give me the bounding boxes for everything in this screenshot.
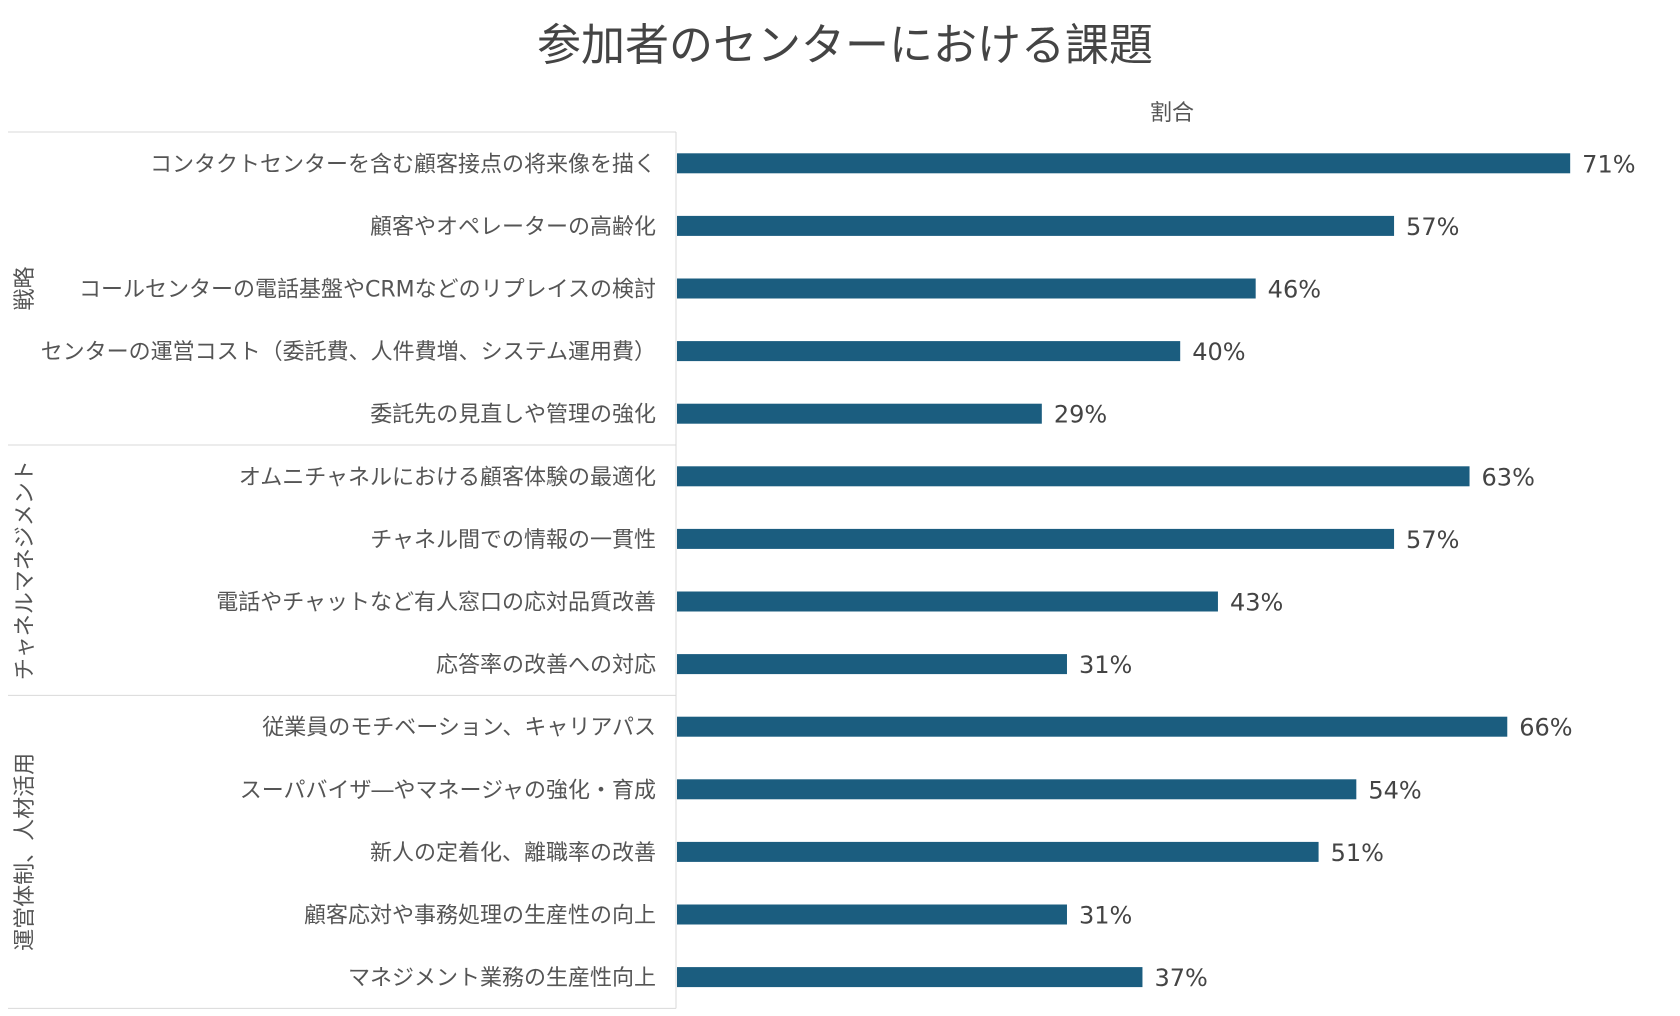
group-label: チャネルマネジメント <box>13 460 38 680</box>
bar <box>677 841 1319 862</box>
data-label: 66% <box>1519 714 1572 742</box>
category-label: 電話やチャットなど有人窓口の応対品質改善 <box>216 591 656 616</box>
category-label: マネジメント業務の生産性向上 <box>348 966 656 991</box>
bar <box>677 341 1181 362</box>
data-label: 63% <box>1482 463 1535 491</box>
bar <box>677 654 1067 675</box>
category-label: 応答率の改善への対応 <box>436 653 656 678</box>
category-label: コールセンターの電話基盤やCRMなどのリプレイスの検討 <box>79 278 656 303</box>
category-label: 新人の定着化、離職率の改善 <box>370 841 656 866</box>
data-label: 57% <box>1406 526 1459 554</box>
bar <box>677 967 1143 988</box>
category-label: センターの運営コスト（委託費、人件費増、システム運用費） <box>41 340 656 365</box>
bar <box>677 528 1395 549</box>
bar <box>677 716 1508 737</box>
category-label: 顧客やオペレーターの高齢化 <box>370 215 656 240</box>
plot-area: コンタクトセンターを含む顧客接点の将来像を描く 71% 顧客やオペレーターの高齢化 5… <box>8 131 1636 1009</box>
group-label: 戦略 <box>13 266 38 310</box>
bar <box>677 403 1042 424</box>
category-label: コンタクトセンターを含む顧客接点の将来像を描く <box>150 152 656 177</box>
bar <box>677 591 1218 612</box>
category-label: 委託先の見直しや管理の強化 <box>370 403 656 428</box>
category-label: 顧客応対や事務処理の生産性の向上 <box>304 904 656 929</box>
chart-title: 参加者のセンターにおける課題 <box>537 20 1153 71</box>
category-label: 従業員のモチベーション、キャリアパス <box>262 716 656 741</box>
data-label: 51% <box>1331 839 1384 867</box>
category-label: スーパバイザ―やマネージャの強化・育成 <box>240 778 656 803</box>
bar <box>677 278 1256 299</box>
bar <box>677 215 1395 236</box>
bar <box>677 153 1571 174</box>
x-axis-label: 割合 <box>1150 101 1194 126</box>
data-label: 31% <box>1079 902 1132 930</box>
data-label: 31% <box>1079 651 1132 679</box>
data-label: 57% <box>1406 213 1459 241</box>
category-label: チャネル間での情報の一貫性 <box>370 528 656 553</box>
bar <box>677 466 1470 487</box>
data-label: 54% <box>1368 776 1421 804</box>
bar <box>677 779 1357 800</box>
data-label: 43% <box>1230 589 1283 617</box>
data-label: 29% <box>1054 401 1107 429</box>
data-label: 71% <box>1582 150 1635 178</box>
group-label: 運営体制、人材活用 <box>13 753 38 951</box>
category-label: オムニチャネルにおける顧客体験の最適化 <box>239 465 656 490</box>
bar <box>677 904 1067 925</box>
data-label: 40% <box>1192 338 1245 366</box>
data-label: 46% <box>1268 276 1321 304</box>
data-label: 37% <box>1154 964 1207 992</box>
